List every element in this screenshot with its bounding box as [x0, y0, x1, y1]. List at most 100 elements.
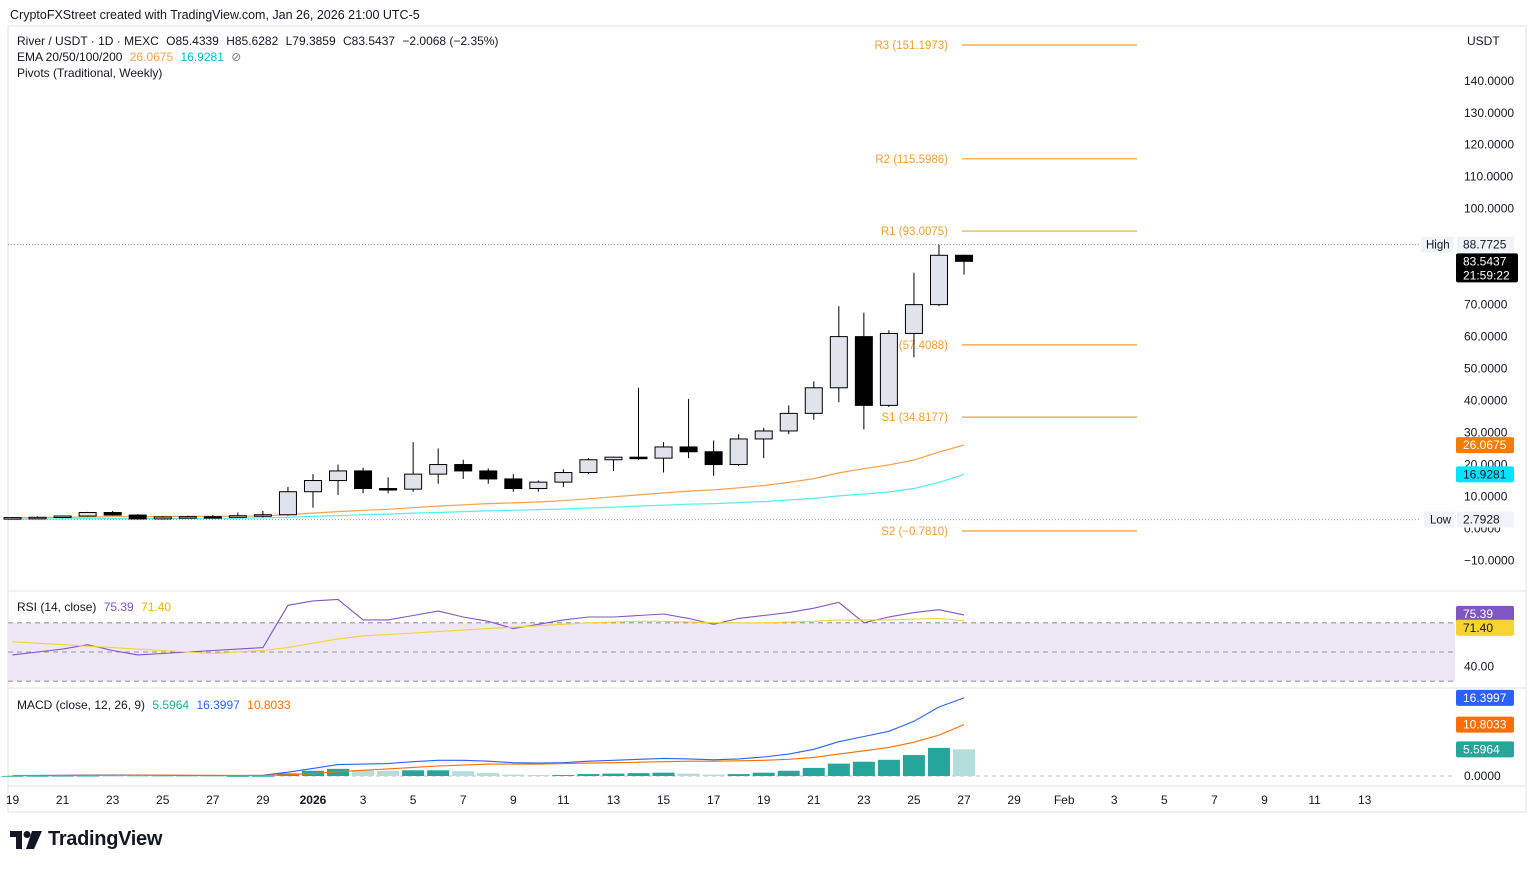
- symbol-name[interactable]: River / USDT · 1D · MEXC: [17, 34, 159, 48]
- price-tick-label: 50.0000: [1464, 362, 1508, 376]
- macd-histogram-bar: [777, 770, 800, 776]
- time-tick-label: 9: [1261, 793, 1268, 807]
- low-label: Low: [1430, 515, 1452, 527]
- rsi-label: RSI (14, close): [17, 600, 97, 614]
- candle: [629, 387, 648, 460]
- candle-body: [679, 446, 698, 453]
- macd-histogram-bar: [677, 773, 700, 776]
- time-tick-label: 25: [907, 793, 921, 807]
- ema-legend[interactable]: EMA 20/50/100/200 26.0675 16.9281 ⊘: [17, 50, 245, 64]
- visibility-off-icon[interactable]: ⊘: [231, 50, 242, 64]
- candle-body: [729, 438, 748, 466]
- candle: [278, 486, 297, 516]
- macd-histogram-bar: [602, 773, 625, 776]
- candle-body: [504, 478, 523, 490]
- high-label: High: [1426, 240, 1450, 252]
- candle-body: [429, 464, 448, 475]
- candle-body: [128, 514, 147, 520]
- pivot-label: R2 (115.5986): [875, 154, 948, 166]
- ema-label: EMA 20/50/100/200: [17, 50, 123, 64]
- tradingview-logo: TradingView: [10, 828, 162, 851]
- candle: [879, 330, 898, 407]
- macd-histogram-bar: [752, 772, 775, 776]
- macd-histogram-bar: [577, 774, 600, 776]
- candle: [53, 515, 72, 519]
- candle: [654, 442, 673, 473]
- candle-body: [804, 387, 823, 414]
- macd-tick-label: 0.0000: [1464, 769, 1501, 783]
- last-price-countdown: 21:59:22: [1463, 268, 1510, 282]
- candle-body: [404, 473, 423, 490]
- candle-body: [379, 488, 398, 491]
- macd-line-value: 16.3997: [196, 698, 240, 712]
- ema-line-1: [12, 444, 965, 519]
- pivots-legend[interactable]: Pivots (Traditional, Weekly): [17, 66, 166, 80]
- candle-body: [879, 332, 898, 406]
- candle: [329, 464, 348, 495]
- chart-credit: CryptoFXStreet created with TradingView.…: [10, 8, 420, 22]
- rsi-line: [12, 598, 965, 656]
- macd-histogram-bar: [201, 776, 224, 777]
- candle: [729, 434, 748, 467]
- macd-signal-value: 10.8033: [247, 698, 291, 712]
- high-label-badge: [1421, 236, 1453, 253]
- candle: [178, 515, 197, 519]
- rsi-badge: [1456, 605, 1514, 622]
- rsi-legend[interactable]: RSI (14, close) 75.39 71.40: [17, 600, 175, 614]
- ema20-badge-value: 26.0675: [1463, 438, 1507, 452]
- candle-body: [479, 470, 498, 480]
- macd-histogram-bar: [702, 774, 725, 776]
- macd-line-badge: [1456, 689, 1514, 706]
- macd-line-badge-value: 16.3997: [1463, 691, 1507, 705]
- time-tick-label: 3: [1111, 793, 1118, 807]
- candle-body: [929, 254, 948, 306]
- macd-signal-badge-value: 10.8033: [1463, 718, 1507, 732]
- time-tick-label: 17: [707, 793, 721, 807]
- macd-histogram-bar: [902, 755, 925, 776]
- ema50-badge-value: 16.9281: [1463, 467, 1507, 481]
- macd-histogram-bar: [1, 775, 24, 777]
- last-price-value: 83.5437: [1463, 254, 1507, 268]
- macd-signal-line: [12, 724, 965, 777]
- macd-histogram-bar: [827, 763, 850, 776]
- currency-label: USDT: [1467, 34, 1500, 48]
- candle: [3, 516, 22, 520]
- candle: [479, 468, 498, 484]
- candle: [554, 469, 573, 487]
- candle-body: [354, 470, 373, 490]
- macd-histogram-bar: [76, 775, 99, 777]
- candle-body: [303, 480, 322, 493]
- macd-histogram-bar: [502, 774, 525, 776]
- macd-histogram-bar: [652, 772, 675, 776]
- candle: [253, 510, 272, 518]
- macd-hist-badge: [1456, 741, 1514, 758]
- low-label-badge: [1424, 511, 1454, 528]
- candle: [829, 306, 848, 403]
- candle: [854, 312, 873, 430]
- candle: [529, 480, 548, 492]
- candle-body: [329, 470, 348, 482]
- ema-value-2: 16.9281: [180, 50, 224, 64]
- macd-histogram-bar: [852, 761, 875, 776]
- candle: [754, 427, 773, 459]
- low-value: L79.3859: [285, 34, 336, 48]
- time-tick-label: 23: [857, 793, 871, 807]
- price-tick-label: 30.0000: [1464, 426, 1508, 440]
- macd-legend[interactable]: MACD (close, 12, 26, 9) 5.5964 16.3997 1…: [17, 698, 295, 712]
- macd-histogram-bar: [877, 759, 900, 776]
- macd-histogram-bar: [953, 749, 976, 776]
- macd-histogram-bar: [927, 747, 950, 776]
- time-tick-label: 2026: [300, 793, 327, 807]
- price-tick-label: 130.0000: [1464, 106, 1514, 120]
- candle-body: [854, 336, 873, 406]
- time-tick-label: 19: [757, 793, 771, 807]
- pivot-label: R1 (93.0075): [881, 226, 948, 238]
- candle-body: [228, 515, 247, 518]
- macd-histogram-bar: [552, 775, 575, 776]
- time-tick-label: 27: [206, 793, 220, 807]
- price-tick-label: 120.0000: [1464, 138, 1514, 152]
- candle: [779, 405, 798, 435]
- candle-body: [153, 516, 172, 520]
- rsi-ma-badge-value: 71.40: [1463, 621, 1493, 635]
